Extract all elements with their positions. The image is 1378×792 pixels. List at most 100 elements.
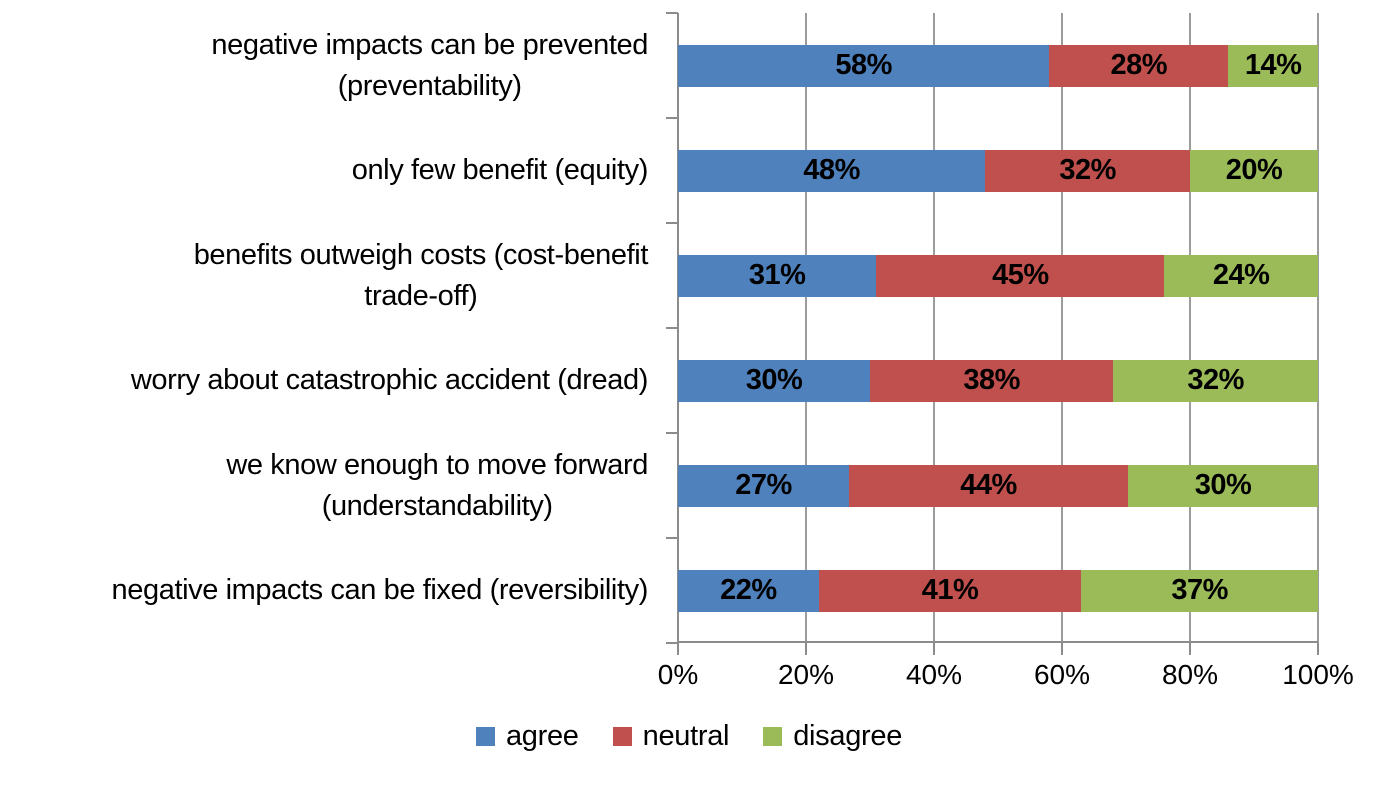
legend: agree neutral disagree: [0, 720, 1378, 753]
data-label: 32%: [1187, 364, 1244, 396]
y-axis-tick: [666, 222, 678, 224]
data-label: 41%: [921, 574, 979, 606]
x-axis-tick: [1189, 643, 1191, 655]
x-axis-tick-label: 100%: [1282, 659, 1354, 690]
bar-segment-agree: 31%: [678, 254, 877, 297]
legend-item-agree: agree: [475, 720, 579, 753]
plot-area: [666, 12, 1319, 655]
category-label: only few benefit (equity): [351, 154, 649, 187]
x-axis-tick: [933, 643, 935, 655]
chart-row: we know enough to move forward (understa…: [0, 433, 1319, 538]
data-label: 38%: [963, 364, 1020, 396]
chart-row: only few benefit (equity) 48% 32% 20%: [0, 118, 1318, 223]
bar-track: 31% 45% 24%: [678, 254, 1318, 297]
data-label: 32%: [1059, 154, 1116, 186]
data-label: 14%: [1244, 49, 1302, 81]
data-label: 30%: [1194, 469, 1252, 501]
bar-segment-neutral: 41%: [818, 569, 1082, 612]
gridline: [805, 13, 807, 643]
bar-segment-disagree: 32%: [1113, 359, 1318, 402]
bar-segment-neutral: 32%: [985, 149, 1190, 192]
bar-segment-neutral: 28%: [1049, 44, 1229, 87]
bar-segment-agree: 48%: [678, 149, 986, 192]
bar-segment-disagree: 14%: [1228, 44, 1318, 87]
legend-swatch-neutral: [612, 727, 632, 746]
y-axis-tick: [666, 642, 678, 644]
category-label-cell: worry about catastrophic accident (dread…: [0, 328, 678, 433]
bar-segment-agree: 22%: [678, 569, 819, 612]
category-label: benefits outweigh costs (cost-benefit tr…: [193, 239, 649, 312]
legend-label: disagree: [793, 720, 903, 752]
bar-segment-agree: 58%: [678, 44, 1050, 87]
data-label: 20%: [1225, 154, 1283, 186]
bar-segment-disagree: 30%: [1127, 464, 1319, 507]
data-label: 22%: [720, 574, 777, 606]
chart-row: negative impacts can be prevented (preve…: [0, 13, 1318, 118]
data-label: 30%: [745, 364, 803, 396]
legend-label: agree: [505, 720, 579, 752]
data-label: 24%: [1212, 259, 1270, 291]
bar-segment-neutral: 44%: [849, 464, 1128, 507]
bar-track: 22% 41% 37%: [678, 569, 1318, 612]
chart-rows: negative impacts can be prevented (preve…: [0, 13, 1319, 643]
x-axis-tick-label: 80%: [1161, 659, 1219, 690]
category-label: we know enough to move forward (understa…: [226, 449, 648, 522]
bar-track: 48% 32% 20%: [678, 149, 1318, 192]
x-axis-tick-label: 20%: [777, 659, 835, 690]
data-label: 58%: [835, 49, 892, 81]
data-label: 28%: [1110, 49, 1168, 81]
category-label-cell: negative impacts can be prevented (preve…: [0, 13, 678, 118]
x-axis-tick: [1317, 643, 1319, 655]
bar-segment-disagree: 24%: [1164, 254, 1318, 297]
bar-segment-disagree: 37%: [1081, 569, 1318, 612]
bar-segment-disagree: 20%: [1189, 149, 1318, 192]
x-axis-tick: [677, 643, 679, 655]
category-label-cell: negative impacts can be fixed (reversibi…: [0, 538, 678, 643]
bar-segment-neutral: 45%: [876, 254, 1165, 297]
x-axis-tick-label: 60%: [1033, 659, 1091, 690]
x-axis-tick-label: 40%: [905, 659, 963, 690]
y-axis-tick: [666, 432, 678, 434]
data-label: 37%: [1171, 574, 1228, 606]
bar-segment-agree: 30%: [678, 359, 870, 402]
legend-swatch-disagree: [763, 727, 783, 746]
gridline: [1189, 13, 1191, 643]
y-axis-tick: [666, 117, 678, 119]
legend-item-neutral: neutral: [612, 720, 730, 753]
category-label: worry about catastrophic accident (dread…: [130, 364, 649, 397]
bar-track: 27% 44% 30%: [678, 464, 1319, 507]
y-axis-line: [677, 13, 679, 643]
data-label: 48%: [803, 154, 860, 186]
data-label: 45%: [992, 259, 1049, 291]
y-axis-tick: [666, 327, 678, 329]
y-axis-tick: [666, 12, 678, 14]
x-axis-tick: [805, 643, 807, 655]
data-label: 44%: [960, 469, 1017, 501]
category-label-cell: we know enough to move forward (understa…: [0, 433, 678, 538]
legend-label: neutral: [642, 720, 730, 752]
chart-row: negative impacts can be fixed (reversibi…: [0, 538, 1318, 643]
x-axis-tick: [1061, 643, 1063, 655]
data-label: 31%: [748, 259, 806, 291]
bar-track: 30% 38% 32%: [678, 359, 1318, 402]
x-axis-line: [678, 641, 1318, 643]
category-label-cell: benefits outweigh costs (cost-benefit tr…: [0, 223, 678, 328]
gridline: [1061, 13, 1063, 643]
gridline: [1317, 13, 1319, 643]
category-label-cell: only few benefit (equity): [0, 118, 678, 223]
bar-segment-neutral: 38%: [870, 359, 1114, 402]
chart-row: worry about catastrophic accident (dread…: [0, 328, 1318, 433]
category-label: negative impacts can be prevented (preve…: [211, 29, 648, 102]
x-axis-tick-label: 0%: [657, 659, 699, 690]
category-label: negative impacts can be fixed (reversibi…: [111, 574, 649, 607]
legend-swatch-agree: [475, 727, 495, 746]
bar-track: 58% 28% 14%: [678, 44, 1318, 87]
legend-item-disagree: disagree: [763, 720, 902, 753]
gridline: [933, 13, 935, 643]
y-axis-tick: [666, 537, 678, 539]
chart-row: benefits outweigh costs (cost-benefit tr…: [0, 223, 1318, 328]
x-axis-labels: 0% 20% 40% 60% 80% 100%: [658, 659, 1354, 695]
bar-segment-agree: 27%: [678, 464, 850, 507]
data-label: 27%: [735, 469, 792, 501]
